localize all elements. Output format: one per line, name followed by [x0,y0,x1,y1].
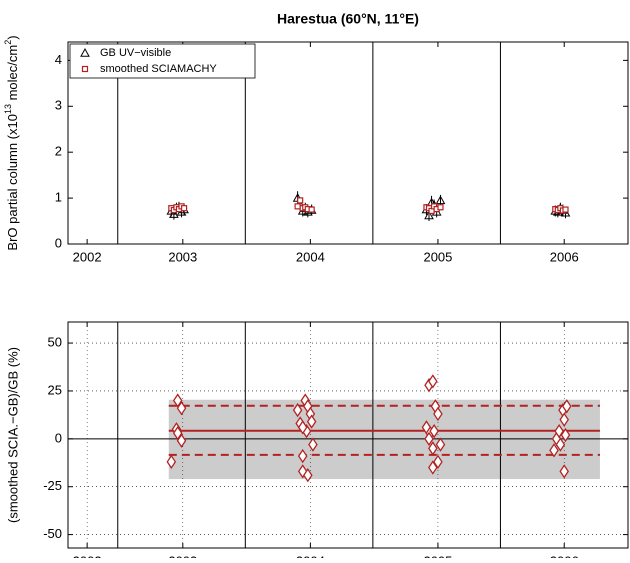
legend-box [69,43,256,79]
x-tick-label: 2003 [168,249,197,264]
plot-frame [67,321,629,549]
data-point [424,210,434,220]
data-point [80,47,90,57]
data-point [437,204,444,211]
y-tick-label: 2 [55,144,62,159]
data-point [435,195,446,205]
x-tick-label: 2005 [423,249,452,264]
y-axis-label-part: BrO partial column (x10 [5,114,20,251]
y-tick-label: -25 [43,478,62,493]
data-point [308,206,315,213]
x-tick-label: 2002 [73,553,102,558]
x-tick-label: 2002 [73,249,102,264]
data-point [561,399,572,414]
spread-band [168,399,600,480]
data-point [180,205,188,212]
data-point [549,443,559,458]
y-axis-label: (smoothed SCIA.−GB)/GB (%) [5,347,20,523]
x-tick-label: 2006 [550,553,579,558]
y-tick-label: 3 [55,98,62,113]
data-point [297,197,304,204]
data-point [559,412,569,427]
data-point [297,420,308,435]
data-point [562,206,569,213]
data-point [559,464,569,479]
data-point [428,374,438,389]
x-tick-label: 2005 [423,553,452,558]
y-tick-label: 4 [55,52,62,67]
data-point [306,414,317,429]
y-tick-label: 0 [55,235,62,250]
legend-label: smoothed SCIAMACHY [100,63,217,75]
x-tick-label: 2006 [550,249,579,264]
data-point [169,209,179,218]
x-tick-label: 2003 [168,553,197,558]
data-point [297,448,308,464]
y-tick-label: -50 [43,526,62,541]
y-tick-label: 50 [48,335,62,350]
data-point [172,393,183,408]
y-tick-label: 1 [55,190,62,205]
data-point [560,427,571,443]
data-point [433,454,443,469]
y-tick-label: 25 [48,382,62,397]
data-point [424,431,434,447]
data-point [166,454,177,469]
y-axis-label: BrO partial column (x1013 molec/cm2) [3,35,20,250]
data-point [433,406,443,422]
data-point [428,441,438,456]
y-axis-label-part: 2 [3,40,13,45]
data-point [429,423,439,439]
data-point [303,468,313,483]
plot-frame [67,41,629,245]
y-tick-label: 0 [55,430,62,445]
chart-title: Harestua (60°N, 11°E) [277,11,419,27]
data-point [81,65,89,73]
y-axis-label-part: molec/cm [5,45,20,104]
y-axis-label-part: ) [5,35,20,39]
data-point [176,401,187,416]
data-point [176,433,187,448]
x-tick-label: 2004 [296,249,325,264]
data-point [428,460,438,475]
data-point [294,203,301,210]
data-point [308,437,318,452]
legend-label: GB UV−visible [100,47,171,59]
data-point [554,423,564,439]
data-point [292,402,303,418]
data-point [435,437,446,452]
y-axis-label-part: 13 [3,104,13,114]
data-point [555,437,566,452]
data-point [172,425,183,441]
x-tick-label: 2004 [296,553,325,558]
